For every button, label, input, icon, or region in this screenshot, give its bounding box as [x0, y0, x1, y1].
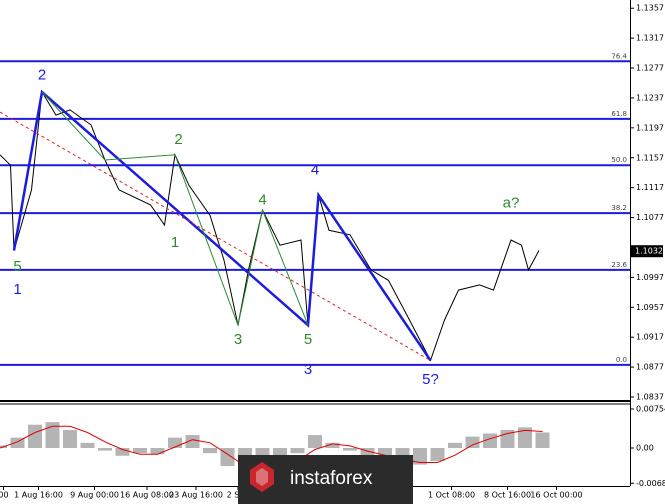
x-tick-label: 9 Aug 00:00: [70, 491, 119, 500]
histogram-bar: [203, 447, 217, 454]
histogram-bar: [150, 447, 165, 455]
histogram-bar: [360, 447, 375, 456]
wave-label: 4: [311, 161, 319, 178]
histogram-bar: [518, 427, 532, 448]
watermark-text: instaforex: [290, 468, 373, 489]
plot: 76.4 61.8 50.0 38.2 23.6 0.0 2 5 1 2 1 4 3 5 3 4 5? a? 00 1…: [0, 52, 630, 500]
x-tick-label: 16 Aug 08:00: [120, 491, 174, 500]
histogram-bar: [413, 447, 427, 465]
histogram-bar: [28, 424, 42, 448]
y-tick-label: 1.1277: [636, 64, 664, 73]
wave-label: 2: [38, 66, 46, 83]
fib-level-label: 76.4: [611, 52, 627, 60]
watermark-logo: [256, 468, 268, 486]
wave-label: 5: [13, 258, 21, 275]
histogram-bar: [63, 429, 77, 448]
y-tick-label: 1.0877: [636, 363, 664, 372]
fib-level-label: 50.0: [611, 156, 627, 164]
y-tick-label: 1.1077: [636, 213, 664, 222]
fib-level-label: 23.6: [611, 261, 627, 269]
histogram-bar: [290, 447, 305, 454]
wave-label: a?: [503, 194, 520, 211]
x-tick-label: 1 Oct 08:00: [428, 491, 475, 500]
x-tick-label: 8 Oct 16:00: [484, 491, 531, 500]
wave-label: 3: [304, 361, 312, 378]
histogram-bar: [80, 442, 95, 448]
histogram-bar: [98, 447, 112, 451]
watermark-logo: [250, 462, 274, 492]
histogram-bar: [430, 447, 445, 461]
histogram-bar: [133, 447, 147, 454]
histogram-bar: [325, 442, 340, 448]
x-tick-label: 23 Aug 16:00: [169, 491, 223, 500]
fib-level-label: 61.8: [611, 110, 627, 118]
y-tick-label: 1.1357: [636, 4, 664, 13]
wave-label: 4: [258, 191, 266, 208]
wave-label: 1: [171, 234, 179, 251]
last-price-label: 1.1032: [635, 247, 663, 256]
histogram-bar: [115, 447, 130, 456]
y-tick-label: 1.1317: [636, 34, 664, 43]
wave-label: 2: [174, 131, 182, 148]
histogram-bar: [220, 447, 235, 467]
x-tick-label: 16 Oct 00:00: [530, 491, 582, 500]
histogram-bar: [448, 442, 462, 448]
histogram-bar: [535, 432, 550, 448]
fib-level-label: 38.2: [611, 204, 627, 212]
histogram-bar: [465, 436, 480, 448]
histogram-bar: [45, 422, 60, 448]
histogram-bar: [343, 447, 357, 451]
watermark: instaforex: [238, 455, 413, 504]
fib-level-label: 0.0: [616, 356, 627, 364]
y-tick-label: 1.1197: [636, 123, 664, 132]
wave-label: 5?: [422, 371, 439, 388]
y-tick-label: 1.0917: [636, 333, 664, 342]
y-tick-label: 1.0957: [636, 303, 664, 312]
last-price-box: [631, 245, 663, 258]
histogram-bar: [168, 437, 182, 448]
histogram-bar: [10, 437, 25, 448]
y-tick-label: 1.0997: [636, 273, 664, 282]
x-tick-label: 00: [0, 491, 9, 500]
y-tick-label: 1.0837: [636, 393, 664, 402]
x-tick-label: 1 Aug 16:00: [14, 491, 63, 500]
histogram-bar: [185, 435, 200, 448]
wave-label: 5: [304, 331, 312, 348]
y-tick-label: 1.1237: [636, 93, 664, 102]
wave-line: [0, 111, 431, 361]
y-tick-label: -0.00682: [636, 479, 665, 488]
wave-label: 1: [13, 281, 21, 298]
histogram-bar: [308, 435, 322, 448]
histogram-bar: [378, 447, 392, 459]
wave-line: [41, 91, 309, 327]
y-tick-label: 0.00754: [636, 405, 665, 414]
y-tick-label: 1.1157: [636, 153, 664, 162]
y-tick-label: 0.00: [636, 443, 654, 452]
wave-label: 3: [234, 331, 242, 348]
y-tick-label: 1.1117: [636, 183, 664, 192]
